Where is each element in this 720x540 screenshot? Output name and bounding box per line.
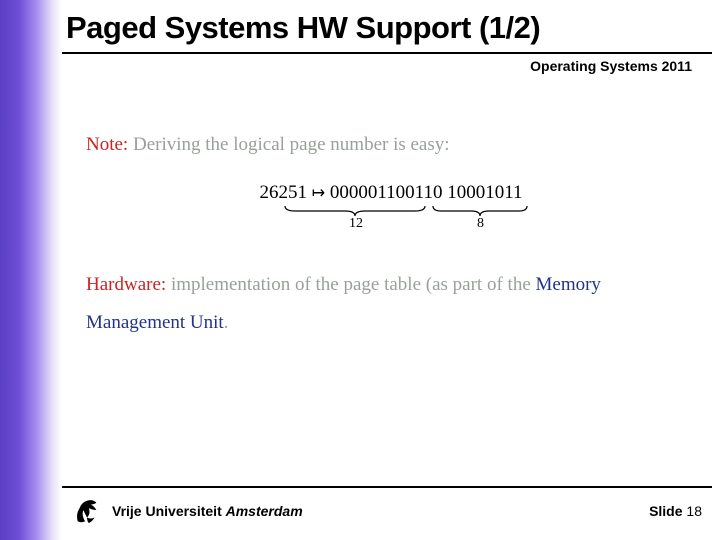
slide-word: Slide	[649, 503, 682, 519]
slide-footer: Vrije Universiteit Amsterdam Slide 18	[62, 496, 720, 526]
hardware-label: Hardware:	[86, 274, 166, 295]
footer-rule	[62, 486, 712, 488]
uni-part2: Universiteit	[145, 503, 221, 519]
slide-title: Paged Systems HW Support (1/2)	[62, 0, 720, 50]
binary-formula: 26251 ↦ 000001100110 10001011 12 8	[181, 182, 601, 236]
formula-bits-high: 000001100110	[330, 182, 443, 203]
uni-part3: Amsterdam	[226, 503, 303, 519]
hardware-text-before: implementation of the page table (as par…	[171, 274, 536, 295]
brace-label-high: 12	[349, 216, 363, 232]
gradient-sidebar	[0, 0, 62, 540]
maps-to-arrow: ↦	[312, 185, 325, 202]
hardware-text-after: .	[224, 312, 229, 333]
formula-text: 26251 ↦ 000001100110 10001011	[181, 182, 601, 204]
slide-num: 18	[686, 503, 702, 519]
formula-bits-low: 10001011	[447, 182, 522, 203]
slide-body: Note: Deriving the logical page number i…	[62, 74, 720, 342]
uni-part1: Vrije	[112, 503, 142, 519]
slide-content: Paged Systems HW Support (1/2) Operating…	[62, 0, 720, 540]
griffin-logo-icon	[72, 497, 102, 525]
course-subtitle: Operating Systems 2011	[62, 54, 720, 74]
formula-decimal: 26251	[259, 182, 307, 203]
university-name: Vrije Universiteit Amsterdam	[112, 503, 303, 519]
note-label: Note:	[86, 134, 128, 155]
slide-number-label: Slide 18	[649, 503, 702, 519]
underbrace-low	[431, 202, 529, 216]
note-text: Deriving the logical page number is easy…	[133, 134, 450, 155]
underbrace-high	[283, 202, 427, 216]
hardware-paragraph: Hardware: implementation of the page tab…	[86, 266, 696, 342]
brace-label-low: 8	[477, 216, 484, 232]
note-line: Note: Deriving the logical page number i…	[86, 134, 696, 156]
